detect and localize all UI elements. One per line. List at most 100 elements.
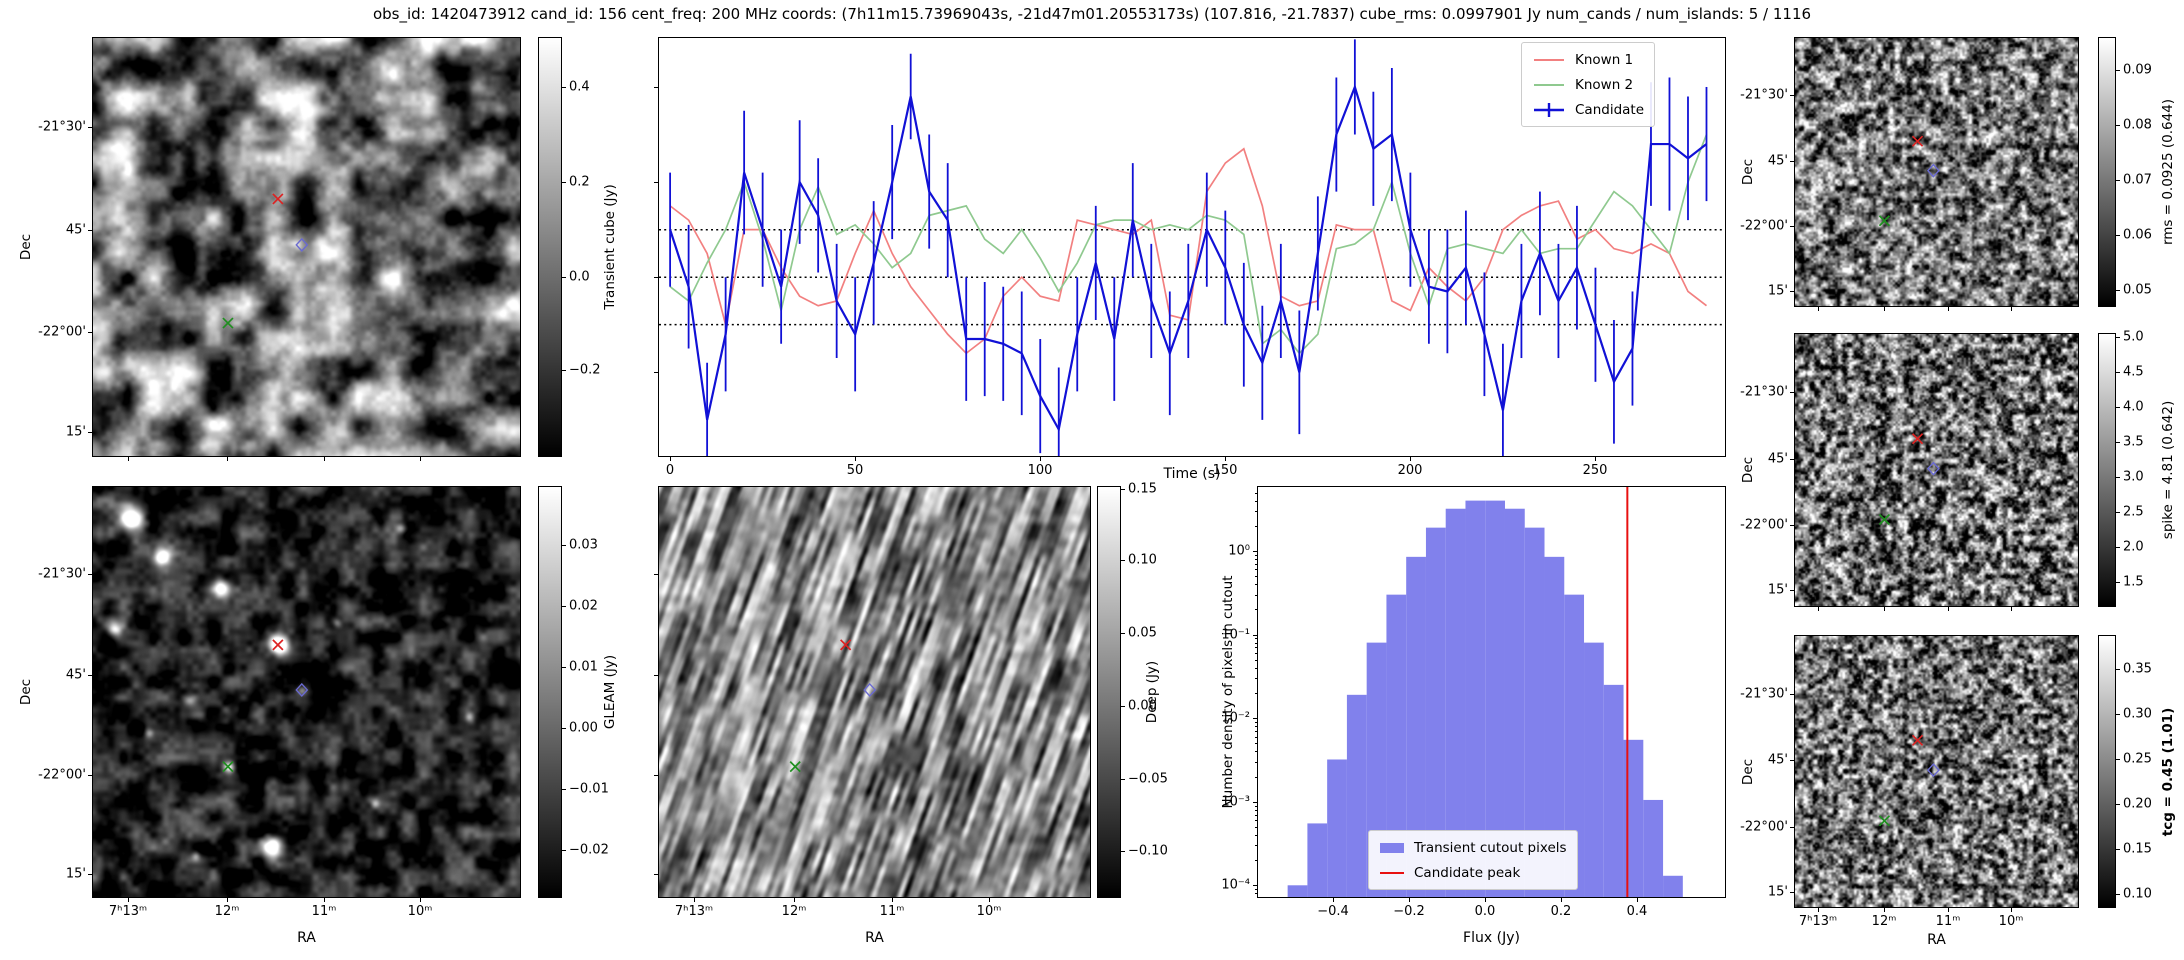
tick-mark <box>420 898 421 902</box>
tick-mark <box>1253 802 1257 803</box>
colorbar-tick-label: 0.15 <box>2123 841 2152 857</box>
tick-mark <box>2116 582 2120 583</box>
tick-mark <box>1409 898 1410 902</box>
tick-mark <box>1121 560 1125 561</box>
colorbar-tick-label: 3.0 <box>2123 469 2144 485</box>
tick-label: 11ᵐ <box>1935 914 1961 929</box>
deep-image <box>659 487 1090 897</box>
tick-label: 0 <box>665 463 675 478</box>
tick-mark <box>2116 894 2120 895</box>
tick-mark <box>1255 743 1257 744</box>
tick-mark <box>88 332 92 333</box>
tick-mark <box>1255 762 1257 763</box>
tick-label: 10⁰ <box>1228 543 1250 559</box>
flux-axis-label: Flux (Jy) <box>1463 930 1520 946</box>
known-source-marker-green <box>222 317 234 329</box>
time-axis-label: Time (s) <box>1163 466 1221 482</box>
candidate-position-marker <box>1911 734 1924 746</box>
tick-mark <box>2116 235 2120 236</box>
tick-mark <box>1255 806 1257 807</box>
candidate-position-marker <box>272 193 284 205</box>
candidate-errorbar-sample <box>1534 102 1564 117</box>
tick-mark <box>1818 307 1819 311</box>
tick-mark <box>88 874 92 875</box>
tick-mark <box>1255 511 1257 512</box>
tick-label: −0.4 <box>1317 904 1349 919</box>
tick-mark <box>654 372 658 373</box>
tick-mark <box>1255 609 1257 610</box>
tick-mark <box>1818 908 1819 912</box>
tick-label: -21°30' <box>38 119 86 135</box>
known-source-marker-green <box>789 761 801 773</box>
legend-label: Candidate peak <box>1414 864 1521 881</box>
tick-label: -22°00' <box>38 324 86 340</box>
tick-label: 100 <box>1027 463 1053 478</box>
legend-label: Candidate <box>1575 101 1645 118</box>
tick-label: 15' <box>65 424 86 440</box>
tick-label: −0.2 <box>1393 904 1425 919</box>
tick-label: 12ᵐ <box>214 904 240 919</box>
tick-mark <box>654 775 658 776</box>
tick-mark <box>1255 559 1257 560</box>
tick-label: 7ʰ13ᵐ <box>108 904 148 919</box>
tick-mark <box>1253 885 1257 886</box>
tick-mark <box>1255 889 1257 890</box>
tick-label: 200 <box>1397 463 1423 478</box>
candidate-position-marker <box>1911 135 1924 147</box>
tick-mark <box>1595 457 1596 461</box>
tick-mark <box>1255 751 1257 752</box>
peak-line-sample <box>1380 871 1404 874</box>
sky-markers <box>1878 734 1940 827</box>
tick-mark <box>1818 607 1819 611</box>
tick-mark <box>1884 908 1885 912</box>
histogram-patch-sample <box>1380 842 1404 853</box>
pixel-histogram-plot <box>1257 486 1726 898</box>
tick-mark <box>1255 668 1257 669</box>
tick-mark <box>128 457 129 461</box>
gleam-image <box>93 487 520 897</box>
colorbar-tick-label: 0.4 <box>569 79 590 95</box>
gleam-colorbar-label: GLEAM (Jy) <box>602 654 618 730</box>
colorbar-tick-label: 0.05 <box>2123 282 2152 298</box>
candidate-position-marker <box>272 639 284 651</box>
tick-mark <box>1255 860 1257 861</box>
tick-mark <box>88 775 92 776</box>
tick-label: 45' <box>1767 752 1788 768</box>
tcg-colorbar-label: tcg = 0.45 (1.01) <box>2160 707 2176 836</box>
tick-mark <box>1255 501 1257 502</box>
tcg-image <box>1795 636 2078 907</box>
tick-mark <box>1255 893 1257 894</box>
colorbar-tick-label: 0.10 <box>2123 886 2152 902</box>
legend-entry-known2: Known 2 <box>1532 72 1644 97</box>
tick-label: 11ᵐ <box>879 904 905 919</box>
colorbar-tick-label: 0.20 <box>2123 796 2152 812</box>
sky-markers <box>1878 135 1940 227</box>
tick-label: 50 <box>846 463 864 478</box>
ra-axis-label: RA <box>865 930 884 946</box>
tick-mark <box>1637 898 1638 902</box>
tick-mark <box>1790 291 1794 292</box>
colorbar-tick-label: 0.30 <box>2123 706 2152 722</box>
tick-mark <box>2116 714 2120 715</box>
tick-mark <box>2011 307 2012 311</box>
deep-colorbar-label: Deep (Jy) <box>1144 660 1160 724</box>
tick-mark <box>1884 607 1885 611</box>
tick-mark <box>654 574 658 575</box>
sky-markers <box>1878 433 1940 526</box>
transient-colorbar <box>538 37 562 457</box>
tick-mark <box>2011 607 2012 611</box>
spike-image <box>1795 334 2078 606</box>
tick-mark <box>1121 633 1125 634</box>
gleam-panel <box>92 486 521 898</box>
tick-label: 10⁻¹ <box>1221 627 1250 643</box>
tick-mark <box>1255 595 1257 596</box>
tick-mark <box>1121 489 1125 490</box>
tick-mark <box>1790 760 1794 761</box>
lightcurve-plot <box>658 37 1726 457</box>
lightcurve-canvas <box>659 39 1725 456</box>
tick-mark <box>654 874 658 875</box>
rms-colorbar-label: rms = 0.0925 (0.644) <box>2160 98 2176 246</box>
sky-markers <box>789 639 877 773</box>
tick-mark <box>88 127 92 128</box>
tcg-panel <box>1794 635 2079 908</box>
